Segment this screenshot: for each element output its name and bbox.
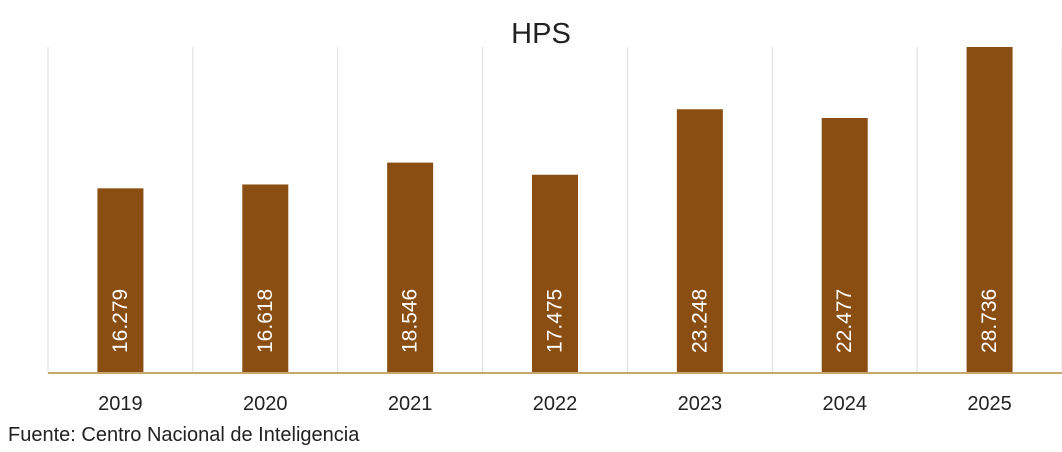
x-tick-2024: 2024 (822, 393, 867, 415)
data-label-2020: 16.618 (254, 289, 277, 353)
data-label-2024: 22.477 (833, 289, 856, 353)
x-tick-2019: 2019 (98, 393, 143, 415)
x-tick-2021: 2021 (388, 393, 433, 415)
bar-2025 (966, 47, 1013, 373)
bar-chart: HPS 16.279 16.618 18.546 17.475 23.248 22.477… (47, 18, 1062, 415)
bar-2020 (242, 184, 289, 373)
x-tick-2025: 2025 (967, 393, 1012, 415)
bar-2023 (676, 109, 723, 374)
data-label-2019: 16.279 (109, 289, 132, 353)
x-tick-2023: 2023 (678, 393, 723, 415)
x-tick-2022: 2022 (533, 393, 578, 415)
x-tick-2020: 2020 (243, 393, 288, 415)
chart-title: HPS (511, 18, 571, 50)
source-note: Fuente: Centro Nacional de Inteligencia (8, 424, 360, 446)
data-label-2023: 23.248 (688, 289, 711, 353)
x-tick-labels: 2019 2020 2021 2022 2023 2024 2025 (98, 393, 1012, 415)
bar-2021 (387, 162, 434, 373)
bars: 16.279 16.618 18.546 17.475 23.248 22.477 28.7… (97, 47, 1013, 374)
data-label-2025: 28.736 (978, 289, 1001, 353)
grid-lines (47, 47, 1062, 373)
bar-2019 (97, 188, 144, 373)
bar-2022 (532, 174, 578, 373)
bar-2024 (821, 118, 868, 373)
data-label-2021: 18.546 (399, 289, 422, 353)
data-label-2022: 17.475 (544, 289, 567, 353)
